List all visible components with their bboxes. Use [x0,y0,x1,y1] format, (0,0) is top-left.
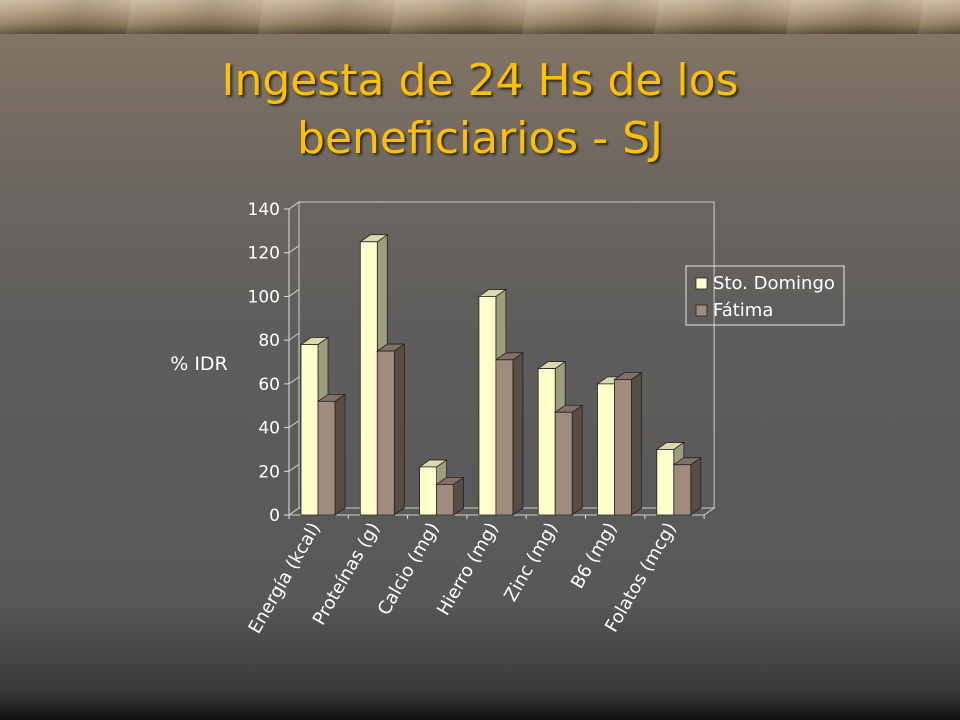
bar-front-face [419,466,438,516]
slide-title: Ingesta de 24 Hs de los beneficiarios - … [0,52,960,168]
legend-label-fatima: Fátima [713,300,773,321]
legend-swatch-sto-domingo [695,277,708,290]
bar-front-face [376,350,395,516]
bar-fatima-4 [553,404,584,516]
bar-fatima-6 [672,456,703,516]
bar-front-face [537,368,556,516]
y-tick-side-line [288,201,300,210]
slide-title-line-1: Ingesta de 24 Hs de los [221,55,739,106]
y-tick-label: 140 [248,200,280,220]
bar-front-face [478,296,497,516]
bar-side-face [512,352,524,516]
y-tick-label: 120 [248,244,280,264]
y-tick-label: 100 [248,287,280,307]
y-tick-label: 40 [258,419,280,439]
y-axis-title: % IDR [170,353,228,375]
bar-front-face [673,464,692,516]
x-tick-label: B6 (mg) [567,519,621,592]
y-tick-label: 0 [269,506,280,526]
bar-front-face [317,400,336,516]
bar-front-face [359,241,378,516]
bar-front-face [300,344,319,516]
bar-front-face [656,449,675,516]
y-tick-side-line [288,463,300,472]
x-tick-label: Calcio (mg) [374,519,444,619]
bar-fatima-2 [435,476,465,516]
y-tick-side-line [288,376,300,385]
bar-fatima-0 [316,393,347,516]
slide-title-line-2: beneficiarios - SJ [297,113,663,164]
x-tick-label: Zinc (mg) [500,519,562,605]
legend-label-sto-domingo: Sto. Domingo [713,273,835,294]
bar-fatima-3 [494,352,525,516]
bar-side-face [690,456,702,516]
decorative-top-band-texture [0,0,960,34]
bar-front-face [554,411,573,516]
y-tick-side-line [288,289,300,297]
y-tick-side-line [288,420,300,428]
y-tick-label: 20 [258,462,280,482]
y-tick-side-line [288,332,300,341]
bar-front-face [495,359,514,516]
chart-legend: Sto. Domingo Fátima [685,265,845,326]
bar-side-face [334,393,346,516]
bar-front-face [597,383,615,516]
y-tick-label: 60 [258,375,280,395]
bar-front-face [614,379,632,516]
bar-fatima-5 [613,371,643,516]
y-tick-side-line [288,507,300,516]
bar-side-face [631,371,642,516]
bar-fatima-1 [376,343,406,516]
bar-side-face [393,343,405,516]
bar-front-face [436,483,455,516]
y-tick-label: 80 [258,331,280,351]
chart-bars [299,234,703,516]
x-tick-label: Hierro (mg) [433,519,503,619]
bar-side-face [571,404,583,516]
legend-box [685,265,845,326]
y-tick-side-line [288,245,300,254]
legend-swatch-fatima [695,304,708,317]
decorative-top-band [0,0,960,34]
